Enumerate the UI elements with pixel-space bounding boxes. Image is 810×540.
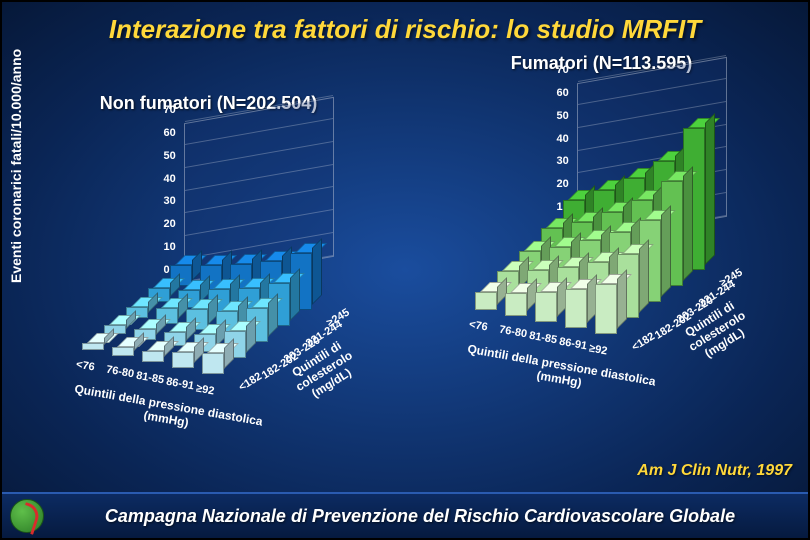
bar	[505, 293, 527, 316]
bar	[142, 351, 164, 362]
chart-3d-nonsmokers: 010203040506070<7676-8081-8586-91≥92<182…	[24, 120, 394, 420]
chart-3d-smokers: 010203040506070<7676-8081-8586-91≥92<182…	[417, 80, 787, 380]
citation-text: Am J Clin Nutr, 1997	[637, 462, 792, 480]
campaign-logo-icon	[10, 499, 44, 533]
bar	[202, 353, 224, 374]
footer-bar: Campagna Nazionale di Prevenzione del Ri…	[2, 492, 808, 538]
panel-title-smokers: Fumatori (N=113.595)	[417, 53, 787, 74]
bar	[535, 292, 557, 322]
charts-container: Eventi coronarici fatali/10.000/anno Non…	[2, 53, 808, 433]
bar	[475, 292, 497, 310]
y-tick-label: 70	[164, 104, 176, 116]
chart-panel-nonsmokers: Non fumatori (N=202.504) 010203040506070…	[24, 93, 394, 473]
bar	[112, 347, 134, 356]
bar	[82, 343, 104, 350]
panel-title-nonsmokers: Non fumatori (N=202.504)	[24, 93, 394, 114]
bar	[172, 352, 194, 368]
chart-panel-smokers: Fumatori (N=113.595) 010203040506070<767…	[417, 53, 787, 433]
bar	[565, 289, 587, 328]
bar	[595, 284, 617, 334]
footer-text: Campagna Nazionale di Prevenzione del Ri…	[105, 506, 735, 527]
slide-title: Interazione tra fattori di rischio: lo s…	[2, 2, 808, 53]
y-axis-label: Eventi coronarici fatali/10.000/anno	[8, 49, 24, 283]
y-tick-label: 70	[557, 64, 569, 76]
